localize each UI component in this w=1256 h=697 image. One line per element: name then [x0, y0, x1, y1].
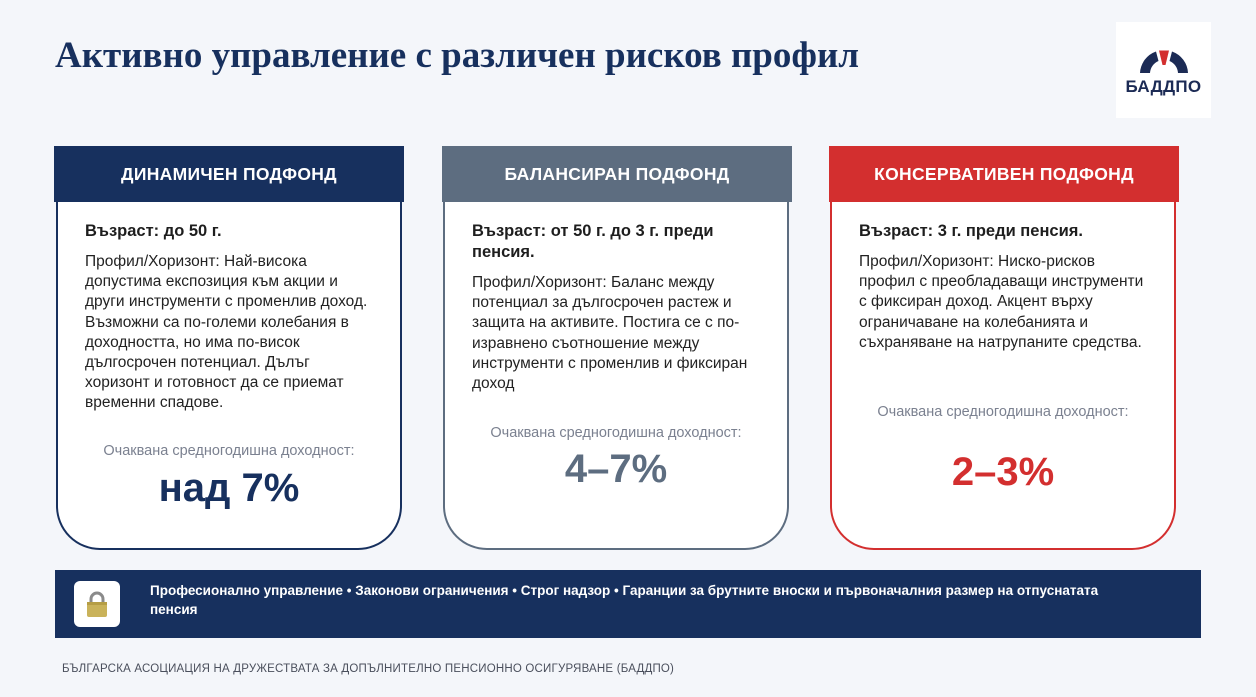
card-return-value: над 7% — [158, 466, 300, 510]
card-description: Профил/Хоризонт: Баланс между потенциал … — [472, 274, 748, 393]
card-age: Възраст: от 50 г. до 3 г. преди пенсия. — [472, 222, 714, 261]
card-age: Възраст: до 50 г. — [85, 222, 222, 240]
logo-text: БАДДПО — [1125, 77, 1202, 96]
slide-title: Активно управление с различен рисков про… — [55, 35, 860, 76]
footer-organization: БЪЛГАРСКА АСОЦИАЦИЯ НА ДРУЖЕСТВАТА ЗА ДО… — [62, 663, 675, 675]
card-conservative: Възраст: 3 г. преди пенсия. Профил/Хориз… — [830, 190, 1176, 550]
lock-icon — [74, 581, 120, 627]
guarantees-bar: Професионално управление • Законови огра… — [55, 570, 1201, 638]
card-description: Профил/Хоризонт: Най-висока допустима ек… — [85, 253, 368, 412]
logo-emblem-icon — [1139, 50, 1188, 73]
card-description: Профил/Хоризонт: Нискo-рисков профил с п… — [859, 253, 1144, 351]
card-return-label: Очаквана средногодишна доходност: — [103, 443, 355, 459]
baddpo-logo: БАДДПО — [1116, 22, 1211, 118]
card-return-label: Очаквана средногодишна доходност: — [877, 404, 1129, 420]
card-header-conservative: КОНСЕРВАТИВЕН ПОДФОНД — [829, 146, 1179, 202]
card-age: Възраст: 3 г. преди пенсия. — [859, 222, 1083, 240]
card-return-value: 4–7% — [564, 447, 668, 491]
card-return-value: 2–3% — [951, 450, 1055, 494]
card-return-label: Очаквана средногодишна доходност: — [490, 425, 742, 441]
card-dynamic: Възраст: до 50 г. Профил/Хоризонт: Най-в… — [56, 190, 402, 550]
card-header-balanced: БАЛАНСИРАН ПОДФОНД — [442, 146, 792, 202]
card-balanced: Възраст: от 50 г. до 3 г. преди пенсия. … — [443, 190, 789, 550]
guarantees-text: Професионално управление • Законови огра… — [150, 583, 1099, 617]
card-header-dynamic: ДИНАМИЧЕН ПОДФОНД — [54, 146, 404, 202]
